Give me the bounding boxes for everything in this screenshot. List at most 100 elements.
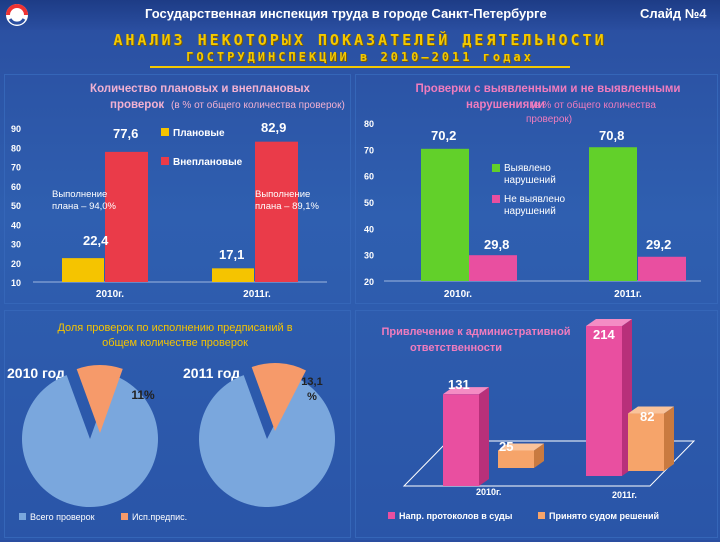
bar-2010-notfound: [469, 255, 517, 281]
chart-panel-liability: Привлечение к административной ответстве…: [355, 310, 718, 538]
x-tick-2011: 2011г.: [612, 490, 637, 500]
chart-panel-checks: Количество плановых и внеплановых провер…: [4, 74, 351, 304]
data-label-2011-found: 70,8: [599, 128, 624, 143]
bar-2011-protocols: [586, 319, 632, 476]
bar-2011-planned: [212, 268, 254, 282]
legend-notfound-l2: нарушений: [504, 206, 556, 217]
top-bar: Государственная инспекция труда в городе…: [0, 0, 720, 30]
page-subtitle: ГОСТРУДИНСПЕКЦИИ в 2010–2011 годах: [186, 50, 534, 64]
data-label-2010-protocols: 131: [448, 377, 470, 392]
legend-planned: Плановые: [173, 128, 225, 139]
chart-title: Проверки с выявленными и не выявленными: [416, 83, 681, 95]
chart-panel-orders: Доля проверок по исполнению предписаний …: [4, 310, 351, 538]
y-tick-label: 60: [11, 182, 21, 192]
chart-title-l2: ответственности: [410, 342, 502, 354]
chart-orders: Доля проверок по исполнению предписаний …: [7, 322, 335, 522]
y-tick-label: 50: [364, 198, 374, 208]
bar-2011-found: [589, 147, 637, 281]
y-tick-label: 20: [11, 259, 21, 269]
page-title: АНАЛИЗ НЕКОТОРЫХ ПОКАЗАТЕЛЕЙ ДЕЯТЕЛЬНОСТ…: [113, 31, 607, 49]
legend-swatch-protocols: [388, 512, 395, 519]
legend-swatch-planned: [161, 128, 169, 136]
legend-swatch-total: [19, 513, 26, 520]
pie-label-2011-l2: %: [307, 391, 317, 403]
chart-title: Количество плановых и внеплановых: [90, 83, 311, 95]
legend-found-l2: нарушений: [504, 175, 556, 186]
plan-note-2010-l1: Выполнение: [52, 189, 107, 200]
data-label-2011-unplanned: 82,9: [261, 120, 286, 135]
logo-icon: [6, 4, 28, 26]
chart-title-note-l2: проверок): [526, 114, 572, 125]
bar-2010-found: [421, 148, 469, 281]
bar-2011-notfound: [638, 256, 686, 281]
y-tick-label: 70: [11, 163, 21, 173]
y-tick-label: 20: [364, 277, 374, 287]
y-tick-label: 40: [11, 220, 21, 230]
legend-orders: Исп.предпис.: [132, 512, 187, 522]
data-label-2010-notfound: 29,8: [484, 237, 509, 252]
legend-swatch-orders: [121, 513, 128, 520]
legend-found-l1: Выявлено: [504, 163, 551, 174]
slide-number: Слайд №4: [640, 6, 707, 21]
chart-checks: Количество плановых и внеплановых провер…: [11, 83, 345, 300]
data-label-2011-protocols: 214: [593, 327, 615, 342]
chart-panel-violations: Проверки с выявленными и не выявленными …: [355, 74, 718, 304]
chart-title-l1: Доля проверок по исполнению предписаний …: [57, 322, 292, 334]
y-tick-label: 10: [11, 278, 21, 288]
x-tick-2010: 2010г.: [96, 289, 124, 300]
y-tick-label: 80: [11, 143, 21, 153]
bar-2010-protocols: [443, 387, 489, 486]
y-tick-label: 70: [364, 145, 374, 155]
bar-2010-planned: [62, 258, 104, 282]
chart-title-line2: нарушениями: [466, 99, 545, 111]
data-label-2010-unplanned: 77,6: [113, 126, 138, 141]
x-tick-2010: 2010г.: [444, 289, 472, 300]
pie-2010-total: [22, 374, 159, 507]
pie-2010-orders: [76, 365, 123, 433]
chart-title-l2: общем количестве проверок: [102, 337, 248, 349]
x-tick-2011: 2011г.: [614, 289, 642, 300]
plan-note-2011-l1: Выполнение: [255, 189, 310, 200]
pie-year-2010: 2010 год: [7, 365, 65, 381]
plan-note-2011-l2: плана – 89,1%: [255, 201, 320, 212]
chart-title-l1: Привлечение к административной: [381, 326, 570, 338]
y-tick-label: 80: [364, 119, 374, 129]
pie-label-2010: 11%: [131, 388, 155, 402]
y-tick-label: 30: [11, 240, 21, 250]
plan-note-2010-l2: плана – 94,0%: [52, 201, 117, 212]
data-label-2011-decisions: 82: [640, 409, 654, 424]
x-tick-2011: 2011г.: [243, 289, 271, 300]
y-tick-label: 50: [11, 201, 21, 211]
legend-unplanned: Внеплановые: [173, 157, 243, 168]
legend-total: Всего проверок: [30, 512, 95, 522]
legend-swatch-notfound: [492, 195, 500, 203]
legend-protocols: Напр. протоколов в суды: [399, 511, 513, 521]
legend-decisions: Принято судом решений: [549, 511, 659, 521]
pie-2011-total: [199, 375, 335, 507]
data-label-2010-found: 70,2: [431, 128, 456, 143]
data-label-2011-planned: 17,1: [219, 247, 244, 262]
y-tick-label: 40: [364, 224, 374, 234]
y-tick-label: 30: [364, 251, 374, 261]
title-underline: [150, 66, 570, 68]
y-tick-label: 90: [11, 124, 21, 134]
chart-violations: Проверки с выявленными и не выявленными …: [364, 83, 701, 300]
org-name: Государственная инспекция труда в городе…: [145, 6, 547, 21]
y-tick-label: 60: [364, 172, 374, 182]
chart-title-line2: проверок: [110, 99, 164, 111]
bar-2011-unplanned: [255, 141, 298, 282]
legend-swatch-found: [492, 164, 500, 172]
pie-year-2011: 2011 год: [183, 365, 240, 381]
legend-swatch-unplanned: [161, 157, 169, 165]
data-label-2011-notfound: 29,2: [646, 237, 671, 252]
legend-notfound-l1: Не выявлено: [504, 194, 565, 205]
pie-label-2011-l1: 13,1: [301, 376, 322, 388]
data-label-2010-planned: 22,4: [83, 233, 109, 248]
data-label-2010-decisions: 25: [499, 439, 513, 454]
legend-swatch-decisions: [538, 512, 545, 519]
chart-floor: [402, 440, 696, 487]
bar-2011-decisions: [628, 406, 674, 471]
pie-2011-orders: [251, 363, 306, 431]
bar-2010-decisions: [498, 443, 544, 468]
bar-2010-unplanned: [105, 151, 148, 282]
